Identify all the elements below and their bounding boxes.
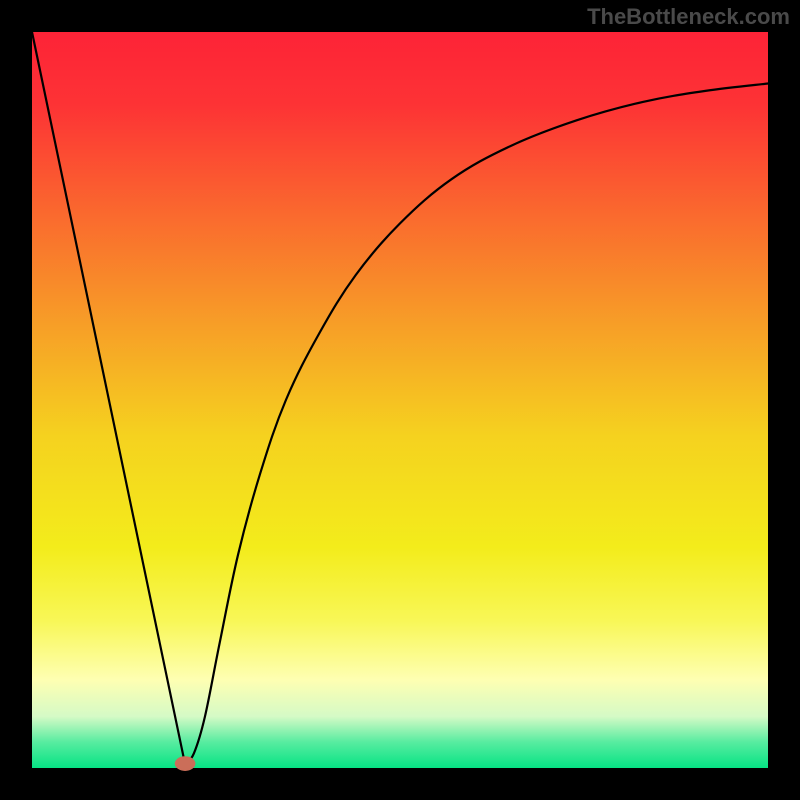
chart-container: TheBottleneck.com <box>0 0 800 800</box>
minimum-marker <box>175 756 196 771</box>
gradient-chart <box>0 0 800 800</box>
watermark-text: TheBottleneck.com <box>587 4 790 30</box>
